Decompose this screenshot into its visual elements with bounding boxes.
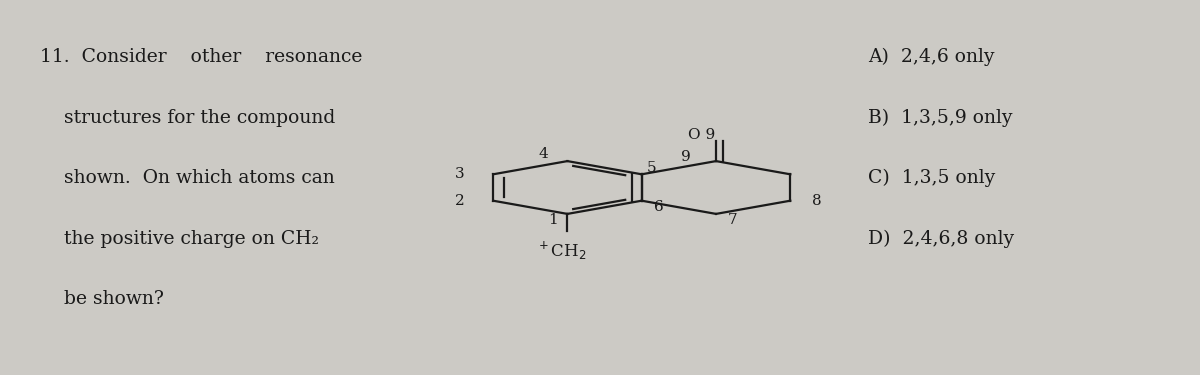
- Text: 1: 1: [548, 213, 558, 228]
- Text: O 9: O 9: [688, 128, 715, 142]
- Text: 9: 9: [682, 150, 691, 164]
- Text: 3: 3: [455, 167, 464, 181]
- Text: B)  1,3,5,9 only: B) 1,3,5,9 only: [868, 109, 1013, 127]
- Text: 8: 8: [811, 194, 821, 208]
- Text: 7: 7: [728, 213, 738, 228]
- Text: be shown?: be shown?: [40, 290, 163, 308]
- Text: A)  2,4,6 only: A) 2,4,6 only: [868, 48, 995, 66]
- Text: 5: 5: [647, 161, 656, 175]
- Text: 11.  Consider    other    resonance: 11. Consider other resonance: [40, 48, 362, 66]
- Text: structures for the compound: structures for the compound: [40, 109, 335, 127]
- Text: $^+$CH$_2$: $^+$CH$_2$: [536, 240, 587, 262]
- Text: 6: 6: [654, 200, 664, 214]
- Text: C)  1,3,5 only: C) 1,3,5 only: [868, 169, 995, 188]
- Text: the positive charge on CH₂: the positive charge on CH₂: [40, 230, 319, 248]
- Text: D)  2,4,6,8 only: D) 2,4,6,8 only: [868, 230, 1014, 248]
- Text: 2: 2: [455, 194, 464, 208]
- Text: 4: 4: [539, 147, 548, 162]
- Text: shown.  On which atoms can: shown. On which atoms can: [40, 169, 335, 187]
